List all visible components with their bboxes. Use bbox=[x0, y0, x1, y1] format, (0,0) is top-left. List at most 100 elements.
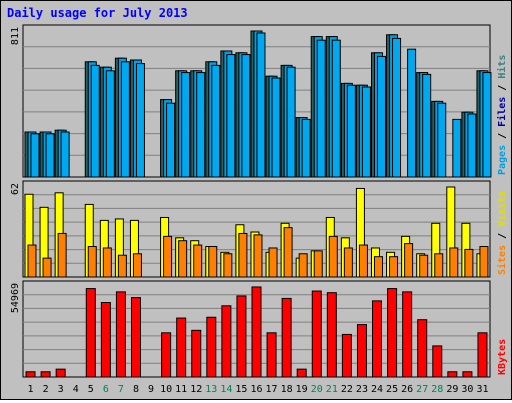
bar-pages-day-24 bbox=[376, 55, 386, 178]
x-tick-label: 8 bbox=[133, 384, 139, 395]
bar-sites-day-12 bbox=[193, 244, 203, 278]
bar-sites-day-22 bbox=[343, 247, 353, 278]
bar-sites-day-13 bbox=[208, 246, 218, 278]
bar-kbytes-day-25 bbox=[387, 288, 398, 378]
legend-entry: / bbox=[497, 127, 508, 145]
bar-pages-day-16 bbox=[256, 32, 266, 178]
x-tick-label: 12 bbox=[190, 384, 202, 395]
bar-pages-day-29 bbox=[452, 118, 462, 178]
legend-entry: Hits bbox=[496, 55, 508, 79]
bar-sites-day-18 bbox=[283, 227, 293, 278]
bar-kbytes-day-5 bbox=[85, 288, 96, 378]
bar-sites-day-14 bbox=[223, 253, 233, 278]
bar-kbytes-day-19 bbox=[296, 368, 307, 378]
bar-sites-day-15 bbox=[238, 232, 248, 278]
chart-title: Daily usage for July 2013 bbox=[7, 6, 188, 20]
legend-entry: Pages bbox=[497, 145, 508, 175]
bar-sites-day-10 bbox=[163, 235, 173, 278]
x-tick-label: 10 bbox=[160, 384, 172, 395]
x-tick-label: 22 bbox=[341, 384, 353, 395]
x-tick-label: 27 bbox=[416, 384, 428, 395]
bar-kbytes-day-27 bbox=[417, 319, 428, 378]
bar-sites-day-3 bbox=[57, 232, 67, 278]
x-tick-label: 23 bbox=[356, 384, 368, 395]
legend-entry: KBytes bbox=[497, 339, 508, 375]
bar-pages-day-25 bbox=[392, 37, 402, 178]
bar-pages-day-3 bbox=[60, 131, 70, 178]
bar-kbytes-day-18 bbox=[281, 297, 292, 378]
bar-sites-day-21 bbox=[328, 235, 338, 278]
legend-entry: Files bbox=[496, 97, 508, 127]
bar-pages-day-2 bbox=[45, 133, 55, 178]
bar-kbytes-day-16 bbox=[251, 286, 262, 378]
x-tick-label: 7 bbox=[118, 384, 124, 395]
bar-sites-day-6 bbox=[102, 247, 112, 278]
legend-entry: Visits bbox=[496, 191, 508, 227]
x-tick-label: 19 bbox=[296, 384, 308, 395]
bar-kbytes-day-22 bbox=[341, 333, 352, 378]
axis-max-label-middle: 62 bbox=[10, 183, 21, 195]
x-tick-label: 3 bbox=[58, 384, 64, 395]
x-tick-label: 9 bbox=[148, 384, 154, 395]
x-tick-label: 20 bbox=[311, 384, 323, 395]
bar-pages-day-7 bbox=[120, 61, 130, 178]
bar-sites-day-23 bbox=[358, 244, 368, 278]
x-tick-label: 11 bbox=[175, 384, 187, 395]
bar-kbytes-day-8 bbox=[130, 297, 141, 378]
bar-sites-day-29 bbox=[449, 247, 459, 278]
legend-entry: Sites bbox=[496, 245, 508, 275]
bar-sites-day-17 bbox=[268, 247, 278, 278]
x-tick-label: 29 bbox=[446, 384, 458, 395]
bar-pages-day-18 bbox=[286, 66, 296, 178]
x-tick-label: 25 bbox=[386, 384, 398, 395]
x-tick-label: 14 bbox=[220, 384, 232, 395]
legend-entry: / bbox=[497, 79, 508, 97]
bar-sites-day-1 bbox=[27, 244, 37, 278]
bar-sites-day-27 bbox=[419, 254, 429, 278]
bar-pages-day-28 bbox=[437, 102, 447, 178]
bar-pages-day-14 bbox=[226, 54, 236, 178]
bar-pages-day-31 bbox=[482, 72, 492, 178]
axis-max-label-bottom: 54969 bbox=[10, 283, 21, 313]
bar-sites-day-26 bbox=[404, 243, 414, 278]
bar-sites-day-16 bbox=[253, 234, 263, 278]
bar-pages-day-6 bbox=[105, 70, 115, 178]
bar-kbytes-day-12 bbox=[191, 329, 202, 378]
bar-kbytes-day-13 bbox=[206, 316, 217, 378]
axis-max-label-top: 811 bbox=[10, 27, 21, 45]
x-tick-label: 28 bbox=[431, 384, 443, 395]
x-tick-label: 6 bbox=[103, 384, 109, 395]
bar-kbytes-day-24 bbox=[372, 300, 383, 378]
bar-kbytes-day-30 bbox=[462, 371, 473, 378]
x-tick-label: 5 bbox=[88, 384, 94, 395]
bar-kbytes-day-15 bbox=[236, 295, 247, 378]
bar-pages-day-19 bbox=[301, 118, 311, 178]
x-tick-label: 16 bbox=[250, 384, 262, 395]
bar-kbytes-day-3 bbox=[55, 368, 66, 378]
legend-top: Pages / Files / Hits bbox=[496, 55, 508, 175]
bar-pages-day-17 bbox=[271, 77, 281, 178]
bar-pages-day-1 bbox=[30, 133, 40, 178]
bar-sites-day-24 bbox=[373, 256, 383, 278]
x-tick-label: 26 bbox=[401, 384, 413, 395]
bar-pages-day-8 bbox=[135, 63, 145, 178]
x-tick-label: 21 bbox=[326, 384, 338, 395]
bar-kbytes-day-28 bbox=[432, 345, 443, 378]
bar-sites-day-5 bbox=[87, 246, 97, 278]
bar-pages-day-5 bbox=[90, 64, 100, 178]
bar-sites-day-7 bbox=[117, 254, 127, 278]
bar-sites-day-28 bbox=[434, 253, 444, 278]
bar-kbytes-day-23 bbox=[356, 324, 367, 378]
bar-pages-day-13 bbox=[211, 64, 221, 178]
bar-kbytes-day-6 bbox=[100, 302, 111, 378]
bar-pages-day-27 bbox=[422, 73, 432, 178]
bar-pages-day-11 bbox=[181, 72, 191, 178]
bar-kbytes-day-21 bbox=[326, 292, 337, 378]
bar-pages-day-26 bbox=[407, 48, 417, 178]
bar-sites-day-25 bbox=[389, 256, 399, 278]
bar-pages-day-10 bbox=[166, 102, 176, 178]
x-tick-label: 4 bbox=[73, 384, 79, 395]
bar-sites-day-20 bbox=[313, 250, 323, 278]
